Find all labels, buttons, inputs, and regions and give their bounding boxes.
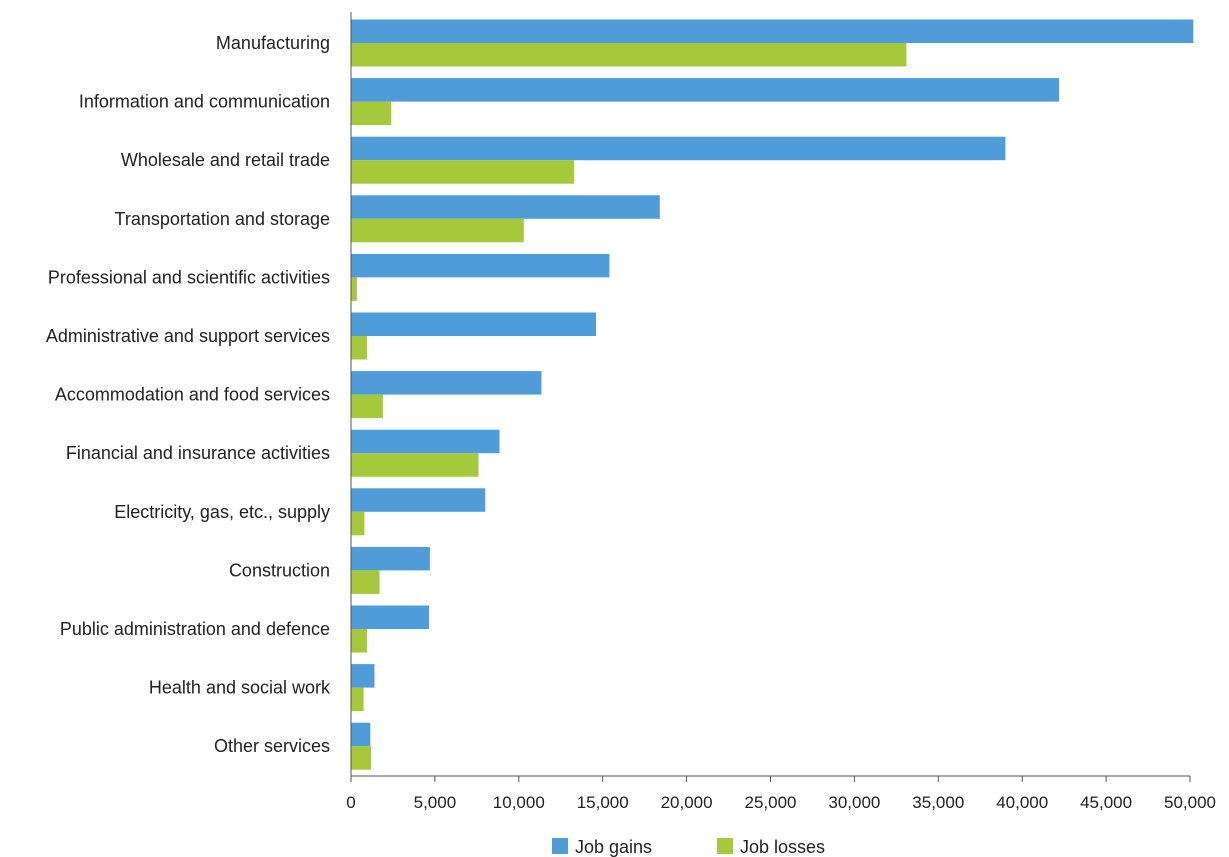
x-tick-label: 50,000 [1164,793,1216,812]
x-tick-label: 45,000 [1080,793,1132,812]
job-losses-bar-1 [351,43,907,67]
bars-layer [351,19,1194,770]
job-gains-bar-1 [351,19,1194,43]
category-label: Information and communication [79,92,330,112]
job-losses-bar-5 [351,277,357,301]
axes: 0 5,000 10,000 15,000 20,000 25,000 30,000 35,0… [346,12,1216,812]
job-losses-bar-6 [351,336,367,360]
category-label: Professional and scientific activities [48,267,330,287]
category-label: Electricity, gas, etc., supply [114,502,330,522]
x-tick-label: 5,000 [414,793,457,812]
category-label: Public administration and defence [60,619,330,639]
job-losses-bar-2 [351,101,392,126]
job-gains-bar-9 [351,488,486,512]
job-gains-bar-7 [351,371,542,395]
category-label: Administrative and support services [46,326,330,346]
category-label: Manufacturing [216,33,330,53]
job-gains-legend-label: Job gains [575,837,652,857]
job-losses-bar-7 [351,394,383,419]
job-losses-bar-13 [351,746,372,770]
job-gains-bar-8 [351,429,500,454]
job-gains-bar-10 [351,546,430,571]
legend: Job gains Job losses [552,837,825,857]
job-losses-legend-swatch [717,838,733,854]
job-losses-bar-8 [351,453,479,477]
category-label: Transportation and storage [115,209,330,229]
job-gains-bar-4 [351,195,660,219]
job-losses-bar-3 [351,160,575,184]
job-gains-bar-3 [351,136,1006,161]
job-losses-bar-12 [351,687,364,712]
job-losses-bar-10 [351,570,380,594]
x-tick-label: 15,000 [577,793,629,812]
job-gains-legend-swatch [552,838,568,854]
job-gains-bar-6 [351,312,596,336]
x-tick-label: 40,000 [996,793,1048,812]
job-losses-bar-11 [351,629,367,653]
category-labels: Manufacturing Information and communicati… [46,33,331,756]
job-losses-bar-9 [351,511,365,536]
category-label: Other services [214,736,330,756]
job-losses-legend-label: Job losses [740,837,825,857]
job-gains-bar-12 [351,664,375,688]
job-gains-bar-11 [351,605,430,629]
x-tick-label: 10,000 [493,793,545,812]
category-label: Construction [229,560,330,580]
category-label: Financial and insurance activities [66,443,330,463]
x-tick-label: 25,000 [745,793,797,812]
category-label: Wholesale and retail trade [121,150,330,170]
x-tick-label: 35,000 [912,793,964,812]
job-losses-bar-4 [351,218,524,243]
job-gains-bar-2 [351,78,1060,102]
job-gains-bar-5 [351,253,610,278]
category-label: Accommodation and food services [55,385,330,405]
category-label: Health and social work [149,678,331,698]
job-gains-bar-13 [351,722,371,747]
x-tick-label: 20,000 [661,793,713,812]
x-tick-label: 0 [346,793,355,812]
x-tick-label: 30,000 [828,793,880,812]
